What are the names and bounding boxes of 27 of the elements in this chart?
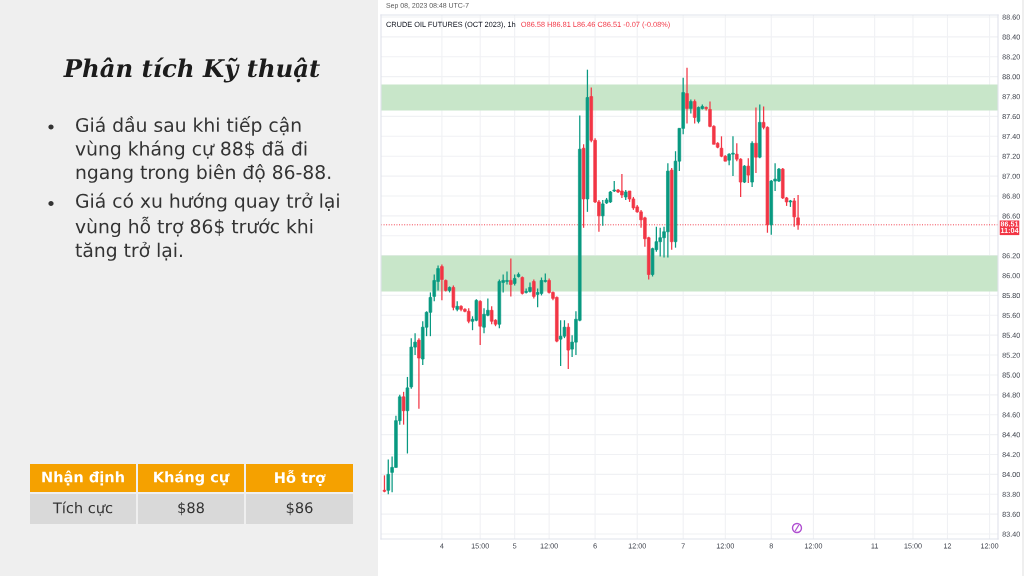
text: Giá dầu sau khi tiếp cận vùng kháng cự 88$ đã đi ngang trong biên độ 86-88. bbox=[75, 116, 331, 183]
candlestick bbox=[509, 257, 513, 298]
candlestick bbox=[746, 157, 751, 184]
candlestick bbox=[685, 67, 689, 125]
candlestick bbox=[417, 337, 421, 410]
candlestick bbox=[532, 278, 536, 300]
candlestick bbox=[754, 106, 758, 174]
text: Kháng cự bbox=[154, 470, 230, 486]
text: Phân tích Kỹ thuật bbox=[63, 57, 320, 83]
text: Tích cực bbox=[52, 501, 113, 516]
candlestick bbox=[440, 263, 444, 301]
text: $88 bbox=[178, 501, 204, 516]
candlestick bbox=[401, 391, 406, 426]
candlestick bbox=[601, 199, 605, 227]
text: Hỗ trợ bbox=[275, 469, 326, 487]
candlestick bbox=[620, 173, 624, 199]
candlestick bbox=[505, 270, 509, 286]
candlestick bbox=[738, 157, 743, 198]
text: Giá có xu hướng quay trở lại vùng hỗ trợ 86$ trước khi tăng trở lại. bbox=[75, 192, 339, 261]
candlestick bbox=[658, 227, 662, 258]
candlestick bbox=[482, 307, 486, 334]
text: Nhận định bbox=[42, 470, 124, 486]
candlestick bbox=[566, 322, 571, 370]
candlestick bbox=[386, 458, 391, 495]
candlestick bbox=[558, 319, 563, 367]
candlestick bbox=[731, 135, 735, 177]
text: $86 bbox=[286, 501, 313, 516]
